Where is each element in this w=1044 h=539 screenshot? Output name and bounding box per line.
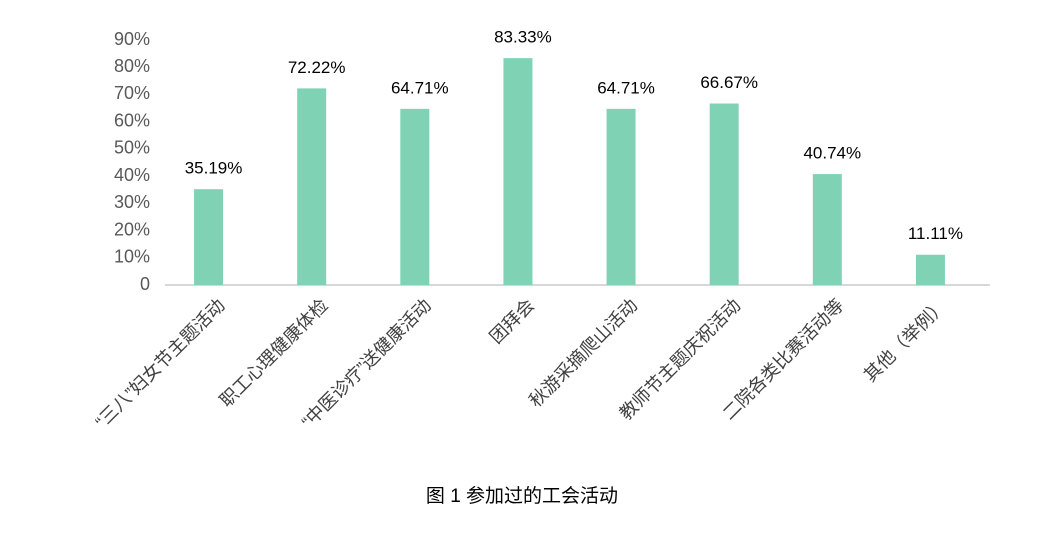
data-label: 11.11% [908, 224, 963, 243]
x-tick-label: “三八”妇女节主题活动 [92, 295, 229, 432]
x-tick-label: 其他（举例） [860, 295, 951, 386]
y-tick-label: 20% [114, 219, 150, 239]
bar [606, 108, 636, 285]
data-label: 40.74% [803, 144, 861, 163]
y-tick-label: 80% [114, 56, 150, 76]
data-label: 35.19% [185, 159, 243, 178]
x-tick-label: 团拜会 [486, 295, 538, 347]
x-tick-label: 职工心理健康体检 [216, 295, 332, 411]
data-label: 83.33% [494, 28, 552, 47]
y-tick-label: 40% [114, 165, 150, 185]
bar [297, 88, 327, 285]
chart-title: 图 1 参加过的工会活动 [426, 485, 618, 507]
bar [915, 254, 945, 285]
bar [503, 58, 533, 285]
data-label: 64.71% [391, 78, 449, 97]
y-tick-label: 70% [114, 83, 150, 103]
bar [709, 103, 739, 285]
bar [400, 108, 430, 285]
data-label: 64.71% [597, 78, 655, 97]
y-tick-label: 90% [114, 29, 150, 49]
y-tick-label: 50% [114, 138, 150, 158]
bar [194, 189, 224, 285]
y-tick-label: 10% [114, 247, 150, 267]
y-tick-label: 0 [140, 274, 150, 294]
y-tick-label: 30% [114, 192, 150, 212]
y-tick-label: 60% [114, 110, 150, 130]
data-label: 66.67% [700, 73, 758, 92]
data-label: 72.22% [288, 58, 346, 77]
bar [812, 174, 842, 285]
x-tick-label: 秋游采摘爬山活动 [525, 295, 641, 411]
